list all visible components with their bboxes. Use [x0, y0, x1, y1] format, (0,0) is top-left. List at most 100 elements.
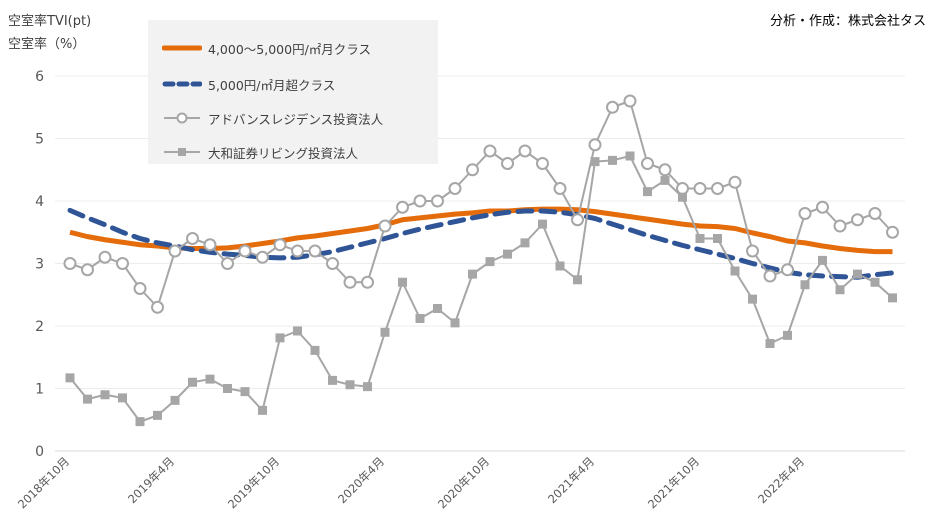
- data-point-circle: [501, 157, 514, 170]
- data-point-square: [118, 393, 127, 403]
- data-point-square: [730, 266, 740, 276]
- series-1: [67, 207, 895, 280]
- data-point-square: [83, 394, 92, 404]
- x-tick-label: 2020年10月: [435, 454, 492, 511]
- data-point-circle: [256, 250, 269, 264]
- y-tick-label: 4: [35, 194, 44, 210]
- data-point-circle: [378, 219, 392, 233]
- data-point-circle: [238, 244, 252, 258]
- y-tick-label: 0: [35, 444, 44, 460]
- data-point-circle: [816, 200, 829, 214]
- data-point-square: [205, 374, 215, 384]
- y-axis-ticks: 0 1 2 3 4 5 6: [35, 69, 44, 460]
- data-point-circle: [168, 244, 182, 258]
- y-tick-label: 6: [35, 69, 44, 85]
- data-point-square: [485, 257, 495, 267]
- data-point-square: [170, 395, 180, 405]
- x-tick-label: 2018年10月: [15, 454, 72, 511]
- data-point-circle: [833, 219, 847, 233]
- data-point-square: [100, 390, 110, 400]
- data-point-circle: [116, 257, 129, 270]
- data-point-square: [853, 269, 862, 279]
- data-point-circle: [851, 213, 864, 227]
- data-point-square: [590, 157, 600, 167]
- data-point-circle: [728, 175, 742, 189]
- data-point-square: [415, 314, 425, 323]
- data-point-square: [538, 219, 547, 229]
- data-point-circle: [623, 94, 637, 108]
- data-point-square: [643, 187, 652, 197]
- y-tick-label: 3: [35, 257, 44, 273]
- series-3: [65, 151, 897, 427]
- data-point-circle: [203, 238, 217, 252]
- data-point-circle: [81, 263, 94, 277]
- data-point-circle: [518, 144, 532, 158]
- data-point-square: [310, 345, 320, 355]
- legend-item-5000-plus: 5,000円/㎡月超クラス: [148, 74, 335, 94]
- data-point-square: [433, 304, 442, 313]
- data-point-square: [258, 405, 267, 415]
- data-point-circle: [63, 257, 77, 270]
- data-point-circle: [886, 225, 899, 239]
- data-point-circle: [448, 182, 462, 195]
- data-point-square: [660, 175, 670, 185]
- legend-label: 4,000～5,000円/㎡月クラス: [208, 41, 372, 57]
- y-axis-title-tvi: 空室率TVI(pt): [8, 14, 92, 29]
- data-point-circle: [781, 263, 794, 277]
- data-point-square: [468, 269, 477, 279]
- data-point-square: [328, 375, 337, 385]
- data-point-circle: [151, 300, 164, 314]
- data-point-square: [380, 327, 390, 337]
- data-point-circle: [308, 244, 322, 258]
- legend-dashed-line-icon: [162, 81, 202, 87]
- data-point-square: [748, 294, 757, 304]
- data-point-square: [520, 238, 530, 248]
- legend-circle-marker-icon: [164, 112, 200, 124]
- legend-item-advance: アドバンスレジデンス投資法人: [148, 108, 383, 128]
- data-point-circle: [763, 269, 777, 283]
- legend-label: アドバンスレジデンス投資法人: [208, 111, 384, 127]
- data-point-circle: [606, 100, 619, 114]
- data-point-square: [888, 293, 897, 303]
- data-point-square: [695, 234, 705, 243]
- data-point-square: [555, 261, 565, 271]
- data-point-circle: [588, 138, 602, 152]
- data-point-square: [153, 410, 162, 420]
- x-tick-label: 2020年4月: [335, 454, 387, 506]
- data-point-square: [503, 249, 512, 259]
- data-point-circle: [361, 275, 374, 289]
- data-point-circle: [711, 182, 724, 195]
- y-tick-label: 5: [35, 132, 44, 148]
- data-point-circle: [483, 144, 497, 158]
- data-point-circle: [291, 244, 304, 258]
- x-tick-label: 2021年10月: [645, 454, 702, 511]
- series-line-5000-plus: [67, 207, 895, 280]
- data-point-circle: [798, 207, 812, 220]
- y-tick-label: 2: [35, 319, 44, 335]
- x-tick-label: 2019年10月: [225, 454, 282, 511]
- data-point-circle: [693, 182, 707, 195]
- data-point-square: [398, 277, 407, 287]
- data-point-square: [65, 373, 75, 383]
- data-point-circle: [133, 282, 147, 295]
- data-point-square: [713, 234, 722, 243]
- data-point-circle: [466, 163, 479, 177]
- data-point-circle: [536, 157, 549, 170]
- legend-label: 5,000円/㎡月超クラス: [208, 77, 336, 93]
- y-tick-label: 1: [35, 382, 44, 398]
- data-point-square: [573, 275, 582, 285]
- data-point-square: [870, 277, 880, 287]
- y-axis-title-vacancy: 空室率（%）: [8, 37, 86, 52]
- data-point-square: [363, 382, 372, 392]
- legend-label: 大和証券リビング投資法人: [208, 145, 359, 161]
- series-2: [63, 94, 899, 314]
- data-point-square: [765, 339, 775, 348]
- data-point-circle: [273, 238, 287, 252]
- data-point-square: [783, 330, 792, 340]
- data-point-square: [800, 280, 810, 290]
- data-point-square: [450, 318, 460, 328]
- data-point-circle: [641, 157, 654, 170]
- data-point-square: [678, 192, 687, 202]
- data-point-circle: [431, 194, 444, 208]
